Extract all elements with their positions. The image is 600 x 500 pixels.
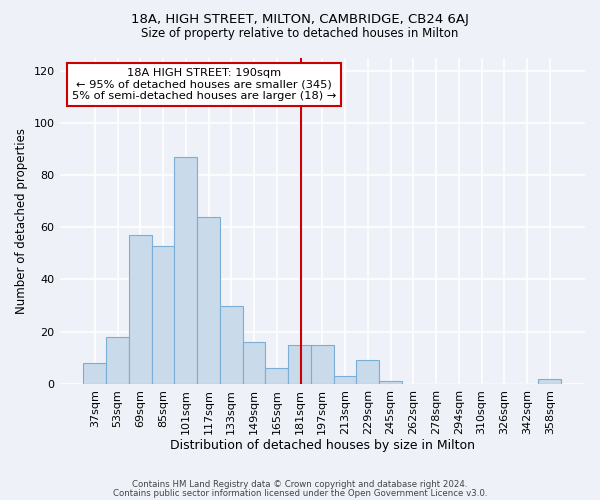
Bar bbox=[288, 345, 311, 384]
Text: 18A HIGH STREET: 190sqm
← 95% of detached houses are smaller (345)
5% of semi-de: 18A HIGH STREET: 190sqm ← 95% of detache… bbox=[72, 68, 336, 101]
Bar bbox=[334, 376, 356, 384]
Bar bbox=[129, 235, 152, 384]
Bar bbox=[265, 368, 288, 384]
Text: Size of property relative to detached houses in Milton: Size of property relative to detached ho… bbox=[142, 28, 458, 40]
Bar bbox=[175, 156, 197, 384]
Bar bbox=[197, 217, 220, 384]
Bar bbox=[83, 363, 106, 384]
Text: Contains public sector information licensed under the Open Government Licence v3: Contains public sector information licen… bbox=[113, 488, 487, 498]
X-axis label: Distribution of detached houses by size in Milton: Distribution of detached houses by size … bbox=[170, 440, 475, 452]
Y-axis label: Number of detached properties: Number of detached properties bbox=[15, 128, 28, 314]
Text: Contains HM Land Registry data © Crown copyright and database right 2024.: Contains HM Land Registry data © Crown c… bbox=[132, 480, 468, 489]
Bar bbox=[242, 342, 265, 384]
Text: 18A, HIGH STREET, MILTON, CAMBRIDGE, CB24 6AJ: 18A, HIGH STREET, MILTON, CAMBRIDGE, CB2… bbox=[131, 12, 469, 26]
Bar bbox=[311, 345, 334, 384]
Bar bbox=[379, 382, 402, 384]
Bar bbox=[106, 337, 129, 384]
Bar bbox=[152, 246, 175, 384]
Bar bbox=[220, 306, 242, 384]
Bar bbox=[538, 378, 561, 384]
Bar bbox=[356, 360, 379, 384]
